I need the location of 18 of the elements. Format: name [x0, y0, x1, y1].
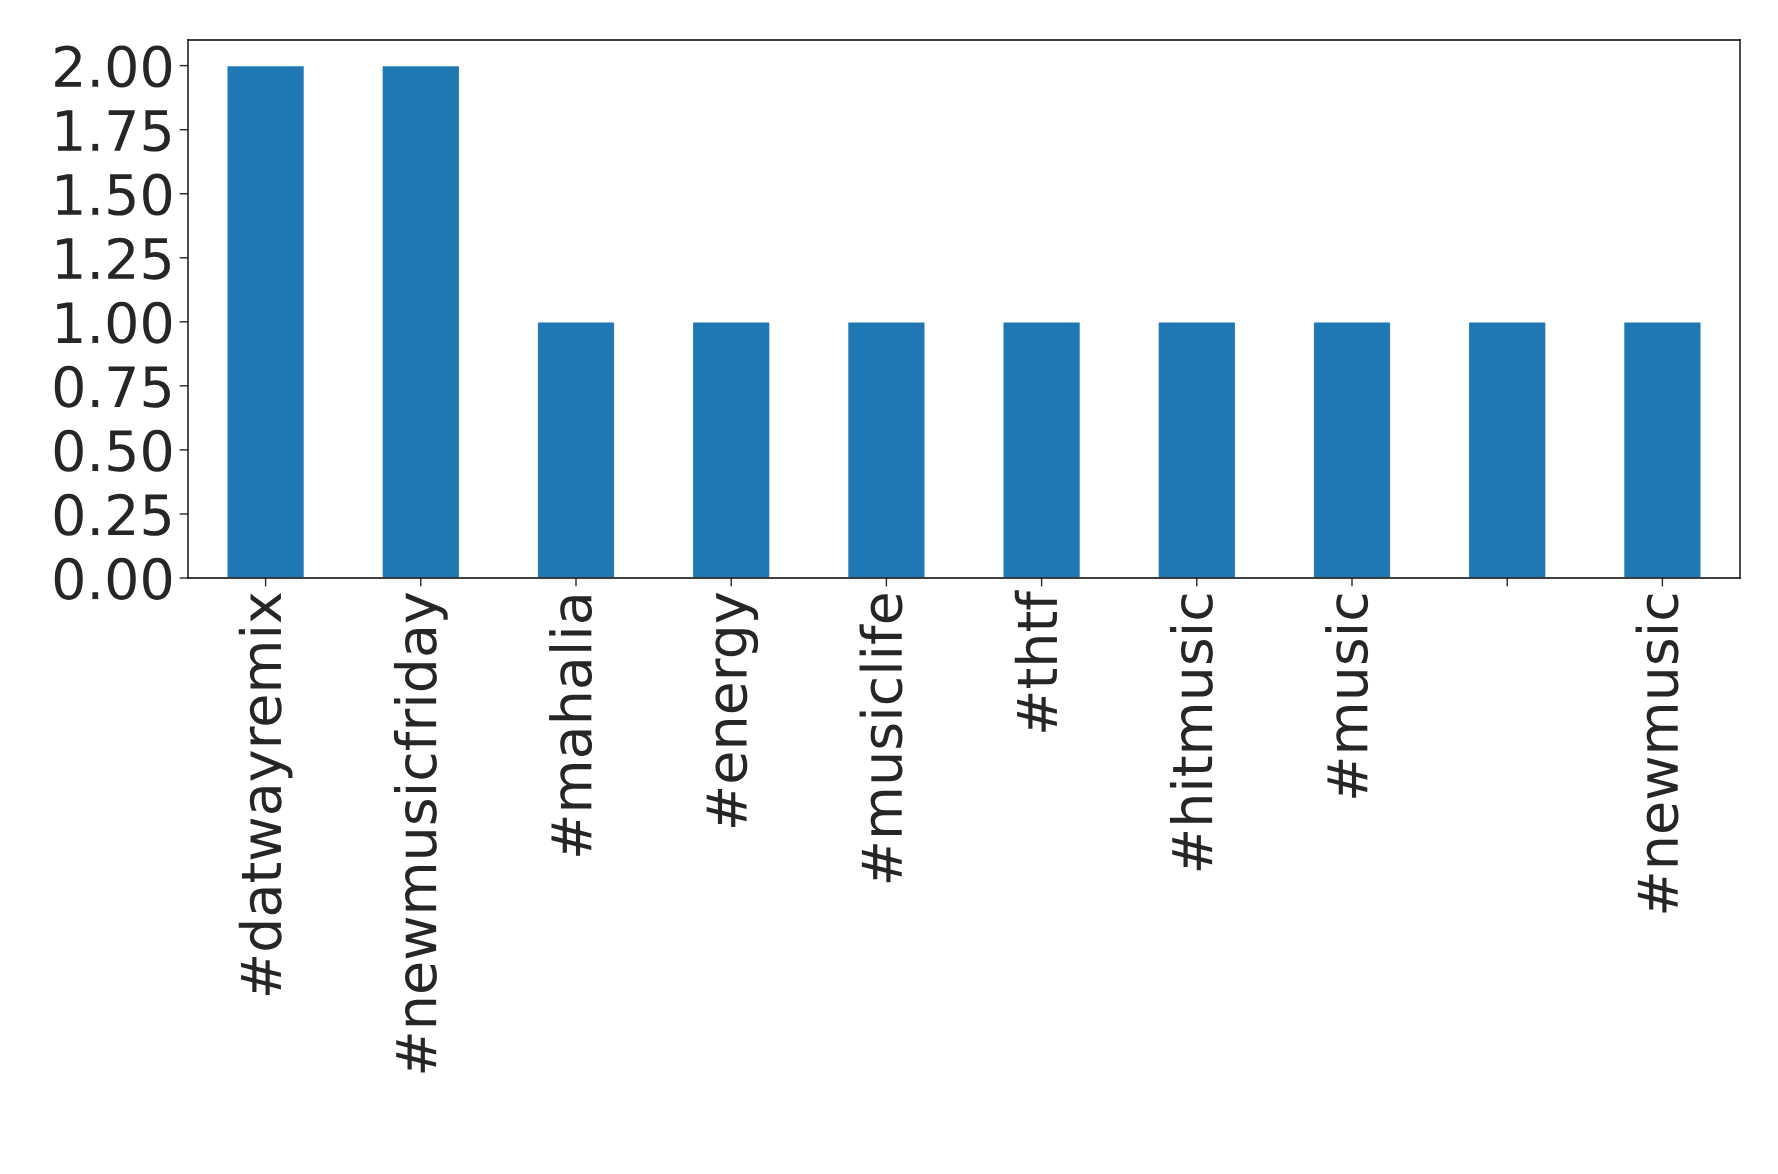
x-tick-label: #hitmusic — [1169, 594, 1213, 871]
y-tick-label: 0.75 — [54, 365, 170, 408]
x-tick-label: #mahalia — [549, 596, 593, 856]
y-tick-label: 0.50 — [54, 429, 172, 472]
x-tick-label: #energy — [706, 592, 759, 828]
x-tick-label: #music — [1325, 594, 1369, 798]
x-tick-label: #datwayremix — [238, 593, 293, 996]
x-tick-label: #musiclife — [859, 594, 903, 883]
y-tick-label: 0.00 — [54, 557, 172, 600]
x-tick-label: #newmusic — [1635, 594, 1679, 913]
y-tick-label: 0.25 — [54, 493, 170, 536]
y-tick-label: 1.50 — [57, 173, 172, 216]
x-tick-label: #newmusicfriday — [393, 592, 448, 1073]
y-tick-label: 1.75 — [57, 110, 170, 152]
x-tick-label: #thtf — [1014, 590, 1057, 732]
y-tick-label: 1.00 — [57, 301, 172, 344]
y-tick-label: 2.00 — [55, 45, 172, 88]
y-tick-label: 1.25 — [57, 237, 170, 280]
